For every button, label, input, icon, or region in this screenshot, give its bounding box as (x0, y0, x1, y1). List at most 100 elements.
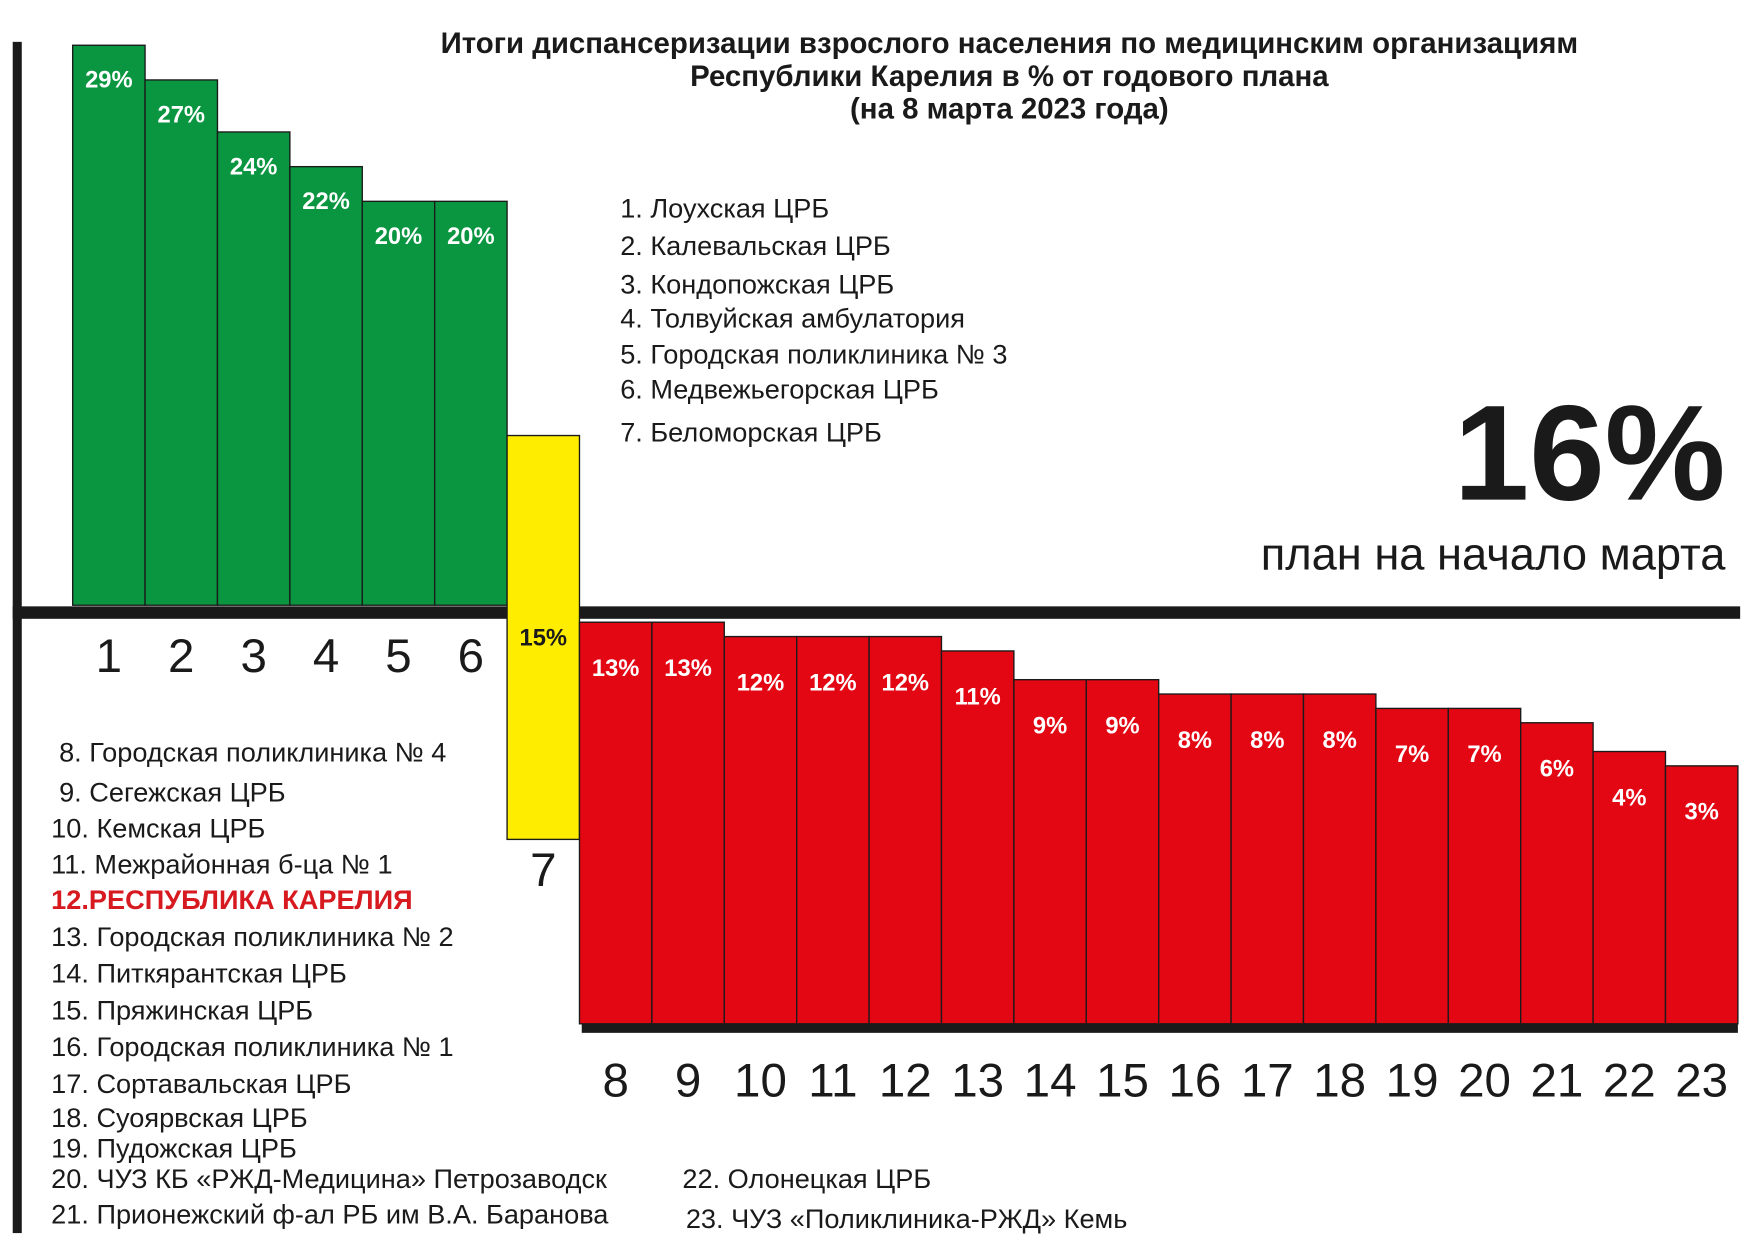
bar (1520, 722, 1594, 1025)
organization-label: 13. Городская поликлиника № 2 (51, 921, 453, 952)
value-label: 8% (1323, 727, 1357, 754)
value-label: 9% (1105, 712, 1139, 739)
bar (361, 200, 436, 606)
bar (796, 635, 870, 1025)
category-label: 6 (458, 630, 484, 683)
organization-label: 11. Межрайонная б-ца № 1 (51, 849, 392, 880)
category-label: 19 (1386, 1054, 1439, 1107)
bar (433, 200, 508, 606)
value-label: 12% (882, 669, 930, 696)
value-label: 11% (955, 684, 1001, 711)
plan-value: 16% (1454, 377, 1726, 529)
bar (1447, 707, 1522, 1025)
organization-label: 16. Городская поликлиника № 1 (51, 1031, 453, 1062)
category-label: 21 (1530, 1054, 1583, 1107)
bar (723, 635, 798, 1025)
category-label: 20 (1458, 1054, 1511, 1107)
organization-label: 23. ЧУЗ «Поликлиника-РЖД» Кемь (686, 1203, 1128, 1234)
category-label: 2 (168, 630, 194, 683)
value-label: 12% (737, 669, 785, 696)
bar (1592, 750, 1667, 1025)
organization-label: 9. Сегежская ЦРБ (59, 776, 285, 807)
bar (216, 131, 291, 606)
category-label: 5 (385, 630, 411, 683)
organization-label: 4. Толвуйская амбулатория (620, 302, 965, 333)
bar (71, 44, 146, 606)
bottom-line (581, 1023, 1738, 1033)
value-label: 27% (157, 101, 205, 128)
title-line: Республики Карелия в % от годового плана (690, 60, 1329, 93)
organization-label: 17. Сортавальская ЦРБ (51, 1068, 351, 1099)
category-label: 13 (951, 1054, 1004, 1107)
value-label: 13% (664, 655, 712, 682)
category-label: 15 (1096, 1054, 1149, 1107)
organization-label: 15. Пряжинская ЦРБ (51, 995, 313, 1026)
plan-axis (12, 606, 1741, 619)
value-label: 24% (230, 153, 278, 180)
organization-label: 6. Медвежьегорская ЦРБ (620, 374, 939, 405)
category-label: 14 (1024, 1054, 1077, 1107)
bar (578, 621, 653, 1025)
value-label: 12% (809, 669, 857, 696)
category-label: 1 (96, 630, 122, 683)
bar (1664, 765, 1739, 1025)
organization-label: 19. Пудожская ЦРБ (51, 1133, 297, 1164)
value-label: 4% (1612, 784, 1646, 811)
value-label: 13% (592, 655, 640, 682)
value-label: 8% (1178, 727, 1212, 754)
organization-label: 8. Городская поликлиника № 4 (59, 737, 446, 768)
value-label: 7% (1395, 741, 1429, 768)
bar (651, 621, 725, 1025)
organization-label: 10. Кемская ЦРБ (51, 813, 265, 844)
plan-caption: план на начало марта (1261, 529, 1727, 580)
organization-label: 18. Суоярвская ЦРБ (51, 1102, 307, 1133)
category-label: 4 (313, 630, 339, 683)
organization-label: 12.РЕСПУБЛИКА КАРЕЛИЯ (51, 884, 412, 915)
category-label: 8 (602, 1054, 628, 1107)
bar (289, 165, 363, 606)
category-label: 7 (530, 844, 556, 897)
organization-label: 22. Олонецкая ЦРБ (682, 1163, 931, 1194)
value-label: 29% (85, 67, 133, 94)
vertical-axis (12, 41, 22, 1234)
bar (1230, 693, 1305, 1025)
organization-label: 21. Прионежский ф-ал РБ им В.А. Баранова (51, 1198, 609, 1229)
value-label: 7% (1467, 741, 1501, 768)
organization-label: 7. Беломорская ЦРБ (620, 417, 882, 448)
bar (1158, 693, 1232, 1025)
bar (868, 635, 943, 1025)
bar (1302, 693, 1377, 1025)
organization-label: 3. Кондопожская ЦРБ (620, 268, 894, 299)
value-label: 6% (1540, 756, 1574, 783)
value-label: 8% (1250, 727, 1284, 754)
bar (940, 650, 1015, 1025)
bar (144, 79, 219, 606)
organization-label: 20. ЧУЗ КБ «РЖД-Медицина» Петрозаводск (51, 1163, 607, 1194)
value-label: 15% (520, 624, 568, 651)
category-label: 12 (879, 1054, 932, 1107)
bar (1085, 678, 1160, 1025)
category-label: 10 (734, 1054, 787, 1107)
category-label: 17 (1241, 1054, 1294, 1107)
category-label: 16 (1168, 1054, 1221, 1107)
category-label: 11 (808, 1054, 857, 1107)
value-label: 3% (1685, 799, 1719, 826)
title-line: (на 8 марта 2023 года) (850, 93, 1169, 126)
organization-label: 5. Городская поликлиника № 3 (620, 339, 1007, 370)
category-label: 22 (1603, 1054, 1656, 1107)
organization-label: 2. Калевальская ЦРБ (620, 230, 891, 261)
bar (506, 434, 581, 841)
title-line: Итоги диспансеризации взрослого населени… (441, 27, 1579, 60)
category-label: 23 (1675, 1054, 1728, 1107)
organization-label: 14. Питкярантская ЦРБ (51, 957, 347, 988)
value-label: 20% (447, 223, 495, 250)
bar (1013, 678, 1087, 1025)
value-label: 9% (1033, 712, 1067, 739)
category-label: 18 (1313, 1054, 1366, 1107)
category-label: 3 (240, 630, 266, 683)
value-label: 22% (302, 188, 350, 215)
value-label: 20% (375, 223, 423, 250)
organization-label: 1. Лоухская ЦРБ (620, 193, 829, 224)
